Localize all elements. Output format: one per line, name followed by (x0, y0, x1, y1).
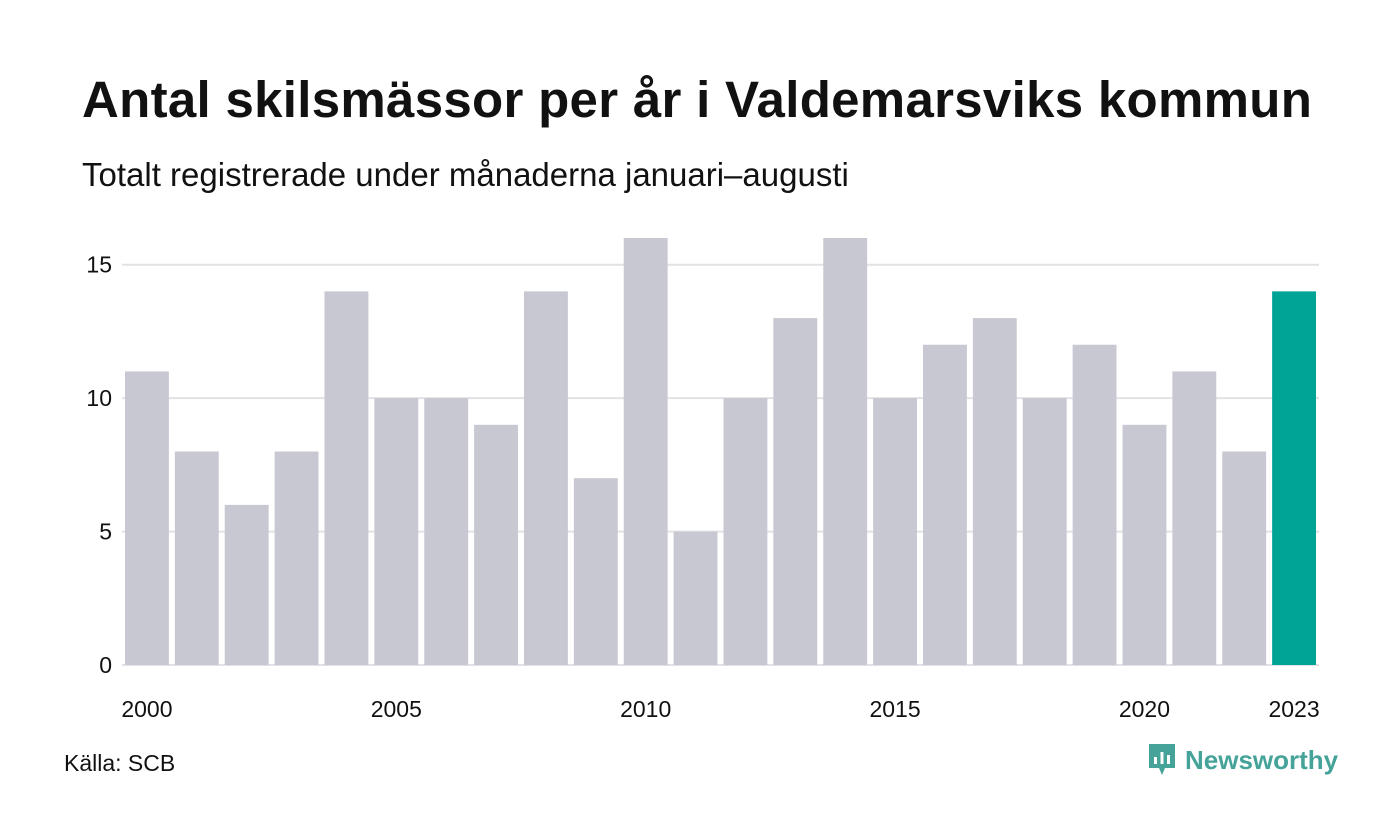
bar-2014 (823, 238, 868, 665)
y-tick-label: 15 (86, 252, 112, 278)
x-tick-label: 2020 (1119, 696, 1170, 722)
newsworthy-logo-icon (1149, 744, 1175, 775)
bar-2015 (873, 398, 917, 665)
bar-2005 (374, 398, 419, 665)
bar-2003 (274, 451, 319, 665)
grid-lines (122, 263, 1319, 666)
bar-2008 (524, 291, 568, 665)
bar-2018 (1022, 398, 1067, 665)
bar-2020 (1122, 424, 1167, 665)
bar-2013 (773, 318, 818, 665)
x-tick-labels: 2000 2005 2010 2015 2020 2023 (121, 696, 1319, 722)
chart-subtitle: Totalt registrerade under månaderna janu… (82, 156, 849, 193)
x-tick-label: 2023 (1268, 696, 1319, 722)
x-tick-label: 2005 (371, 696, 422, 722)
source-note: Källa: SCB (64, 750, 176, 776)
x-tick-label: 2000 (121, 696, 172, 722)
brand-logo: Newsworthy (1147, 742, 1338, 778)
x-tick-label: 2015 (869, 696, 920, 722)
bar-2012 (723, 398, 768, 665)
y-tick-label: 5 (99, 519, 112, 545)
bar-2001 (174, 451, 219, 665)
bar-2016 (923, 344, 967, 665)
bar-2004 (324, 291, 369, 665)
brand-name: Newsworthy (1185, 744, 1339, 775)
y-tick-label: 0 (99, 652, 112, 678)
bar-2023 (1272, 291, 1316, 665)
y-tick-labels: 0 5 10 15 (86, 252, 112, 678)
bar-2022 (1222, 451, 1267, 665)
bar-2011 (673, 531, 718, 665)
bar-2010 (623, 238, 668, 665)
chart-title: Antal skilsmässor per år i Valdemarsviks… (82, 71, 1313, 128)
bar-2009 (573, 478, 618, 665)
bar-2002 (224, 504, 269, 665)
bar-2006 (424, 398, 469, 665)
x-tick-label: 2010 (620, 696, 671, 722)
bar-2000 (125, 371, 169, 665)
bar-2021 (1172, 371, 1217, 665)
bar-2007 (474, 424, 518, 665)
y-tick-label: 10 (86, 385, 112, 411)
bar-2017 (972, 318, 1017, 665)
bars (125, 238, 1316, 665)
bar-2019 (1072, 344, 1117, 665)
